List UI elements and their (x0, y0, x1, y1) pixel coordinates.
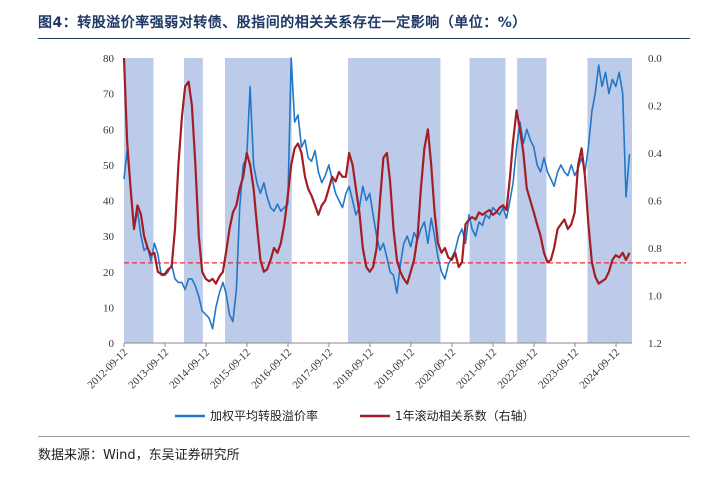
legend-label-correlation: 1年滚动相关系数（右轴） (395, 408, 535, 423)
shaded-period-6 (587, 58, 632, 343)
legend-label-premium: 加权平均转股溢价率 (210, 408, 318, 423)
y-right-tick-label: 0.4 (648, 148, 662, 160)
shaded-period-5 (517, 58, 547, 343)
shaded-period-0 (124, 58, 154, 343)
shaded-period-4 (469, 58, 506, 343)
y-left-tick-label: 20 (103, 267, 115, 279)
chart-canvas: 0 10 20 30 40 50 60 70 80 0.0 0.2 0.4 0.6 0.8 1.0 1.2 20… (85, 53, 686, 423)
correlation-line (122, 57, 631, 285)
x-tick-label: 2017-09-12 (290, 347, 335, 392)
y-left-tick-label: 70 (103, 89, 115, 101)
x-tick-label: 2015-09-12 (208, 347, 253, 392)
legend: 加权平均转股溢价率 1年滚动相关系数（右轴） (175, 408, 535, 423)
chart-title: 图4：转股溢价率强弱对转债、股指间的相关关系存在一定影响（单位：%） (38, 15, 527, 31)
y-left-tick-label: 50 (103, 160, 115, 172)
series-lines (122, 57, 631, 330)
x-tick-label: 2023-09-12 (536, 347, 581, 392)
y-right-tick-label: 0.8 (648, 243, 662, 255)
y-right-tick-label: 0.6 (648, 196, 662, 208)
y-right-tick-label: 0.2 (648, 101, 662, 113)
x-tick-label: 2013-09-12 (126, 347, 171, 392)
y-left-tick-label: 0 (109, 338, 115, 350)
x-tick-label: 2014-09-12 (167, 347, 212, 392)
x-tick-label: 2012-09-12 (85, 347, 130, 392)
title-divider (38, 38, 690, 39)
x-tick-label: 2018-09-12 (331, 347, 376, 392)
y-right-tick-label: 1.0 (648, 291, 662, 303)
y-left-tick-label: 30 (103, 231, 115, 243)
x-tick-label: 2020-09-12 (413, 347, 458, 392)
x-tick-label: 2024-09-12 (577, 347, 622, 392)
y-left-tick-label: 10 (103, 302, 115, 314)
source-note: 数据来源：Wind，东吴证券研究所 (38, 448, 240, 463)
x-tick-label: 2021-09-12 (454, 347, 499, 392)
x-tick-label: 2022-09-12 (495, 347, 540, 392)
y-left-tick-label: 40 (103, 196, 115, 208)
y-left-tick-label: 80 (103, 53, 115, 65)
shaded-periods (124, 58, 632, 343)
shaded-period-1 (184, 58, 203, 343)
y-left-tick-label: 60 (103, 124, 115, 136)
source-divider (38, 436, 690, 437)
x-tick-label: 2016-09-12 (249, 347, 294, 392)
x-tick-label: 2019-09-12 (372, 347, 417, 392)
shaded-period-3 (348, 58, 441, 343)
y-right-tick-label: 1.2 (648, 338, 662, 350)
y-right-tick-label: 0.0 (648, 53, 662, 65)
